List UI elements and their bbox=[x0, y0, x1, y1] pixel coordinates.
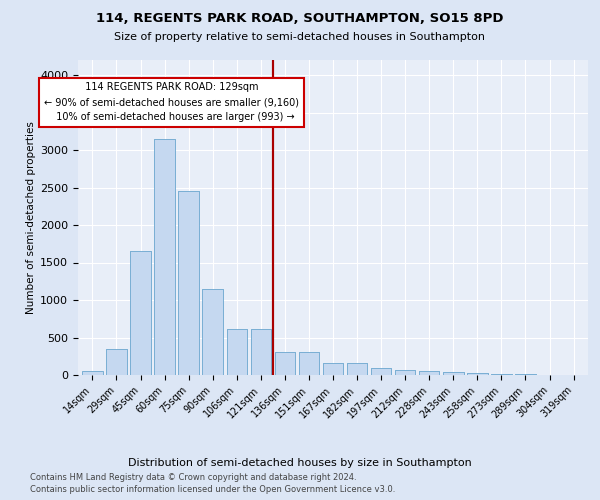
Bar bbox=[371, 368, 391, 375]
Bar bbox=[491, 374, 512, 375]
Bar bbox=[419, 371, 439, 375]
Text: 114, REGENTS PARK ROAD, SOUTHAMPTON, SO15 8PD: 114, REGENTS PARK ROAD, SOUTHAMPTON, SO1… bbox=[96, 12, 504, 26]
Bar bbox=[347, 363, 367, 375]
Bar bbox=[227, 328, 247, 375]
Bar bbox=[202, 289, 223, 375]
Bar bbox=[491, 374, 512, 375]
Bar bbox=[395, 370, 415, 375]
Text: Contains HM Land Registry data © Crown copyright and database right 2024.: Contains HM Land Registry data © Crown c… bbox=[30, 472, 356, 482]
Text: Size of property relative to semi-detached houses in Southampton: Size of property relative to semi-detach… bbox=[115, 32, 485, 42]
Bar bbox=[467, 373, 488, 375]
Bar bbox=[299, 352, 319, 375]
Bar bbox=[371, 368, 391, 375]
Bar bbox=[299, 352, 319, 375]
Bar bbox=[275, 352, 295, 375]
Bar bbox=[178, 191, 199, 375]
Bar bbox=[106, 349, 127, 375]
Text: Contains public sector information licensed under the Open Government Licence v3: Contains public sector information licen… bbox=[30, 485, 395, 494]
Bar bbox=[178, 191, 199, 375]
Bar bbox=[275, 352, 295, 375]
Bar bbox=[82, 371, 103, 375]
Bar bbox=[347, 363, 367, 375]
Text: 114 REGENTS PARK ROAD: 129sqm  
← 90% of semi-detached houses are smaller (9,160: 114 REGENTS PARK ROAD: 129sqm ← 90% of s… bbox=[44, 82, 299, 122]
Bar bbox=[395, 370, 415, 375]
Bar bbox=[202, 289, 223, 375]
Bar bbox=[515, 374, 536, 375]
Bar bbox=[251, 328, 271, 375]
Bar bbox=[323, 363, 343, 375]
Bar bbox=[443, 372, 464, 375]
Bar bbox=[251, 328, 271, 375]
Bar bbox=[443, 372, 464, 375]
Y-axis label: Number of semi-detached properties: Number of semi-detached properties bbox=[26, 121, 36, 314]
Bar bbox=[154, 138, 175, 375]
Bar bbox=[82, 371, 103, 375]
Bar bbox=[467, 373, 488, 375]
Bar bbox=[419, 371, 439, 375]
Text: Distribution of semi-detached houses by size in Southampton: Distribution of semi-detached houses by … bbox=[128, 458, 472, 468]
Bar bbox=[130, 251, 151, 375]
Bar bbox=[130, 251, 151, 375]
Bar bbox=[106, 349, 127, 375]
Bar bbox=[154, 138, 175, 375]
Bar bbox=[323, 363, 343, 375]
Bar bbox=[515, 374, 536, 375]
Bar bbox=[227, 328, 247, 375]
